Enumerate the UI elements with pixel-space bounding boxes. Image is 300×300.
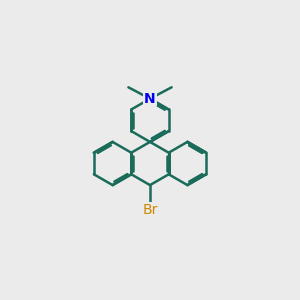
Text: Br: Br — [142, 203, 158, 217]
Text: N: N — [144, 92, 156, 106]
